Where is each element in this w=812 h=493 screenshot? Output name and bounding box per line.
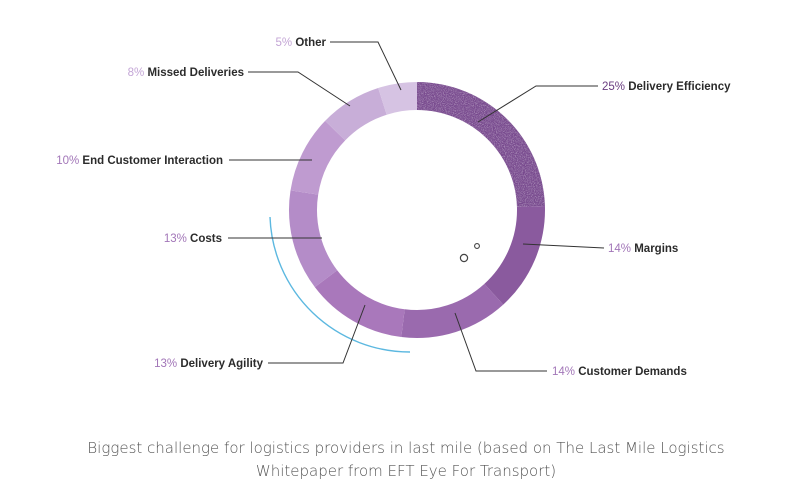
label-pct-costs: 13% (164, 233, 190, 245)
label-missed-deliveries: 8% Missed Deliveries (128, 67, 244, 79)
slice-texture (417, 82, 545, 207)
label-costs: 13% Costs (164, 233, 222, 245)
slice-margins (484, 206, 545, 305)
caption-line-2: Whitepaper from EFT Eye For Transport) (255, 462, 557, 480)
label-delivery-efficiency: 25% Delivery Efficiency (602, 81, 731, 93)
slice-customer-demands (401, 283, 504, 338)
label-name-costs: Costs (190, 233, 222, 245)
label-pct-margins: 14% (608, 243, 634, 255)
label-name-delivery-agility: Delivery Agility (180, 358, 263, 370)
leader-lines (228, 41, 605, 372)
slice-missed-deliveries (325, 88, 387, 141)
slice-other (378, 82, 417, 115)
label-name-missed-deliveries: Missed Deliveries (147, 67, 244, 79)
slice-delivery-agility (314, 270, 405, 338)
slice-costs (289, 190, 338, 288)
label-name-other: Other (295, 37, 326, 49)
label-name-margins: Margins (634, 243, 678, 255)
leader-margins (522, 243, 605, 249)
label-other: 5% Other (276, 37, 327, 49)
accent-arc (269, 216, 411, 353)
caption-line-1: Biggest challenge for logistics provider… (87, 439, 725, 457)
label-pct-missed-deliveries: 8% (128, 67, 148, 79)
label-pct-other: 5% (276, 37, 296, 49)
slice-grain-delivery-efficiency (417, 82, 545, 207)
label-margins: 14% Margins (608, 243, 678, 255)
leader-delivery-agility (268, 304, 366, 364)
label-end-customer-interaction: 10% End Customer Interaction (56, 155, 223, 167)
bubble-small (474, 243, 480, 249)
bubble-large (459, 253, 469, 263)
label-pct-customer-demands: 14% (552, 366, 578, 378)
label-name-end-customer-interaction: End Customer Interaction (82, 155, 223, 167)
slice-end-customer-interaction (290, 120, 346, 195)
label-name-delivery-efficiency: Delivery Efficiency (628, 81, 731, 93)
label-name-customer-demands: Customer Demands (578, 366, 687, 378)
leader-delivery-efficiency (477, 85, 598, 123)
label-pct-delivery-efficiency: 25% (602, 81, 628, 93)
label-pct-end-customer-interaction: 10% (56, 155, 82, 167)
leader-other (330, 41, 402, 91)
label-delivery-agility: 13% Delivery Agility (154, 358, 263, 370)
leader-customer-demands (454, 312, 547, 372)
leader-missed-deliveries (248, 71, 351, 107)
label-pct-delivery-agility: 13% (154, 358, 180, 370)
label-customer-demands: 14% Customer Demands (552, 366, 687, 378)
